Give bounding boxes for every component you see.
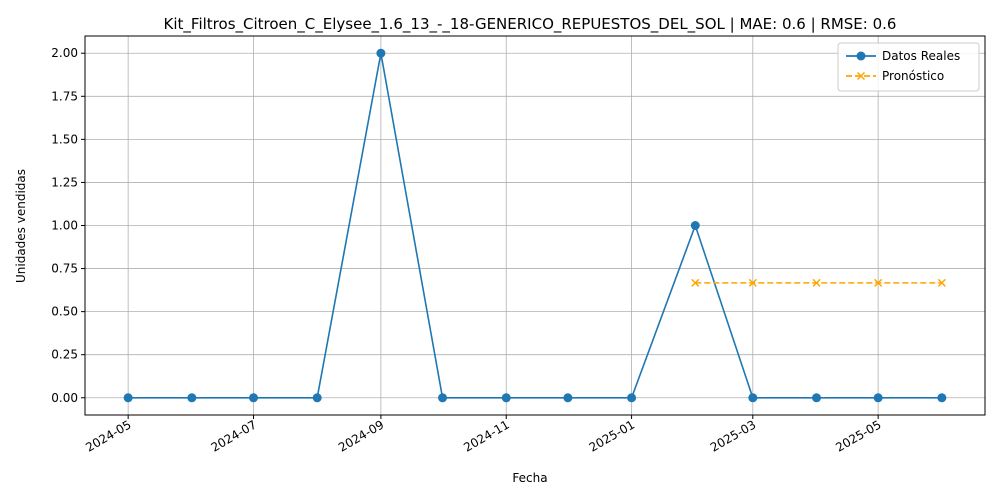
data-point <box>690 221 700 230</box>
x-tick-label: 2024-05 <box>83 417 133 454</box>
data-point <box>123 393 133 403</box>
data-point <box>627 393 637 403</box>
grid <box>85 36 985 415</box>
y-tick-label: 1.00 <box>51 219 78 233</box>
legend-label-reales: Datos Reales <box>882 49 960 63</box>
data-point <box>438 393 448 403</box>
x-tick-label: 2024-07 <box>209 417 259 454</box>
y-tick-label: 0.50 <box>51 305 78 319</box>
x-tick-label: 2025-01 <box>587 417 637 454</box>
y-tick-label: 1.25 <box>51 175 78 189</box>
x-tick-label: 2025-05 <box>833 417 883 454</box>
legend-marker-reales <box>856 51 866 61</box>
y-axis-label: Unidades vendidas <box>14 169 28 283</box>
data-point <box>376 48 386 58</box>
data-point <box>937 393 947 403</box>
forecast-point <box>748 278 757 287</box>
data-point <box>812 393 822 403</box>
x-tick-label: 2024-09 <box>336 417 386 454</box>
forecast-point <box>937 278 946 287</box>
forecast-point <box>874 278 883 287</box>
y-tick-label: 0.00 <box>51 391 78 405</box>
legend-frame <box>837 42 980 92</box>
data-point <box>563 393 573 403</box>
forecast-point <box>812 278 821 287</box>
y-tick-label: 0.75 <box>51 262 78 276</box>
data-point <box>312 393 322 403</box>
legend: Datos Reales Pronóstico <box>837 42 980 92</box>
x-axis-label: Fecha <box>512 471 547 485</box>
legend-label-pronostico: Pronóstico <box>882 69 944 83</box>
data-point <box>501 393 511 403</box>
data-point <box>873 393 883 403</box>
y-tick-label: 0.25 <box>51 348 78 362</box>
data-point <box>187 393 197 403</box>
y-tick-label: 1.50 <box>51 132 78 146</box>
y-tick-label: 1.75 <box>51 89 78 103</box>
forecast-point <box>691 278 700 287</box>
data-point <box>248 393 258 403</box>
legend-marker-pronostico <box>856 71 866 81</box>
chart-title: Kit_Filtros_Citroen_C_Elysee_1.6_13_-_18… <box>164 15 897 34</box>
y-tick-label: 2.00 <box>51 46 78 60</box>
series-line-0 <box>128 53 942 399</box>
x-tick-label: 2024-11 <box>461 417 511 454</box>
series-group <box>123 48 947 403</box>
x-axis: 2024-05 2024-07 2024-09 2024-11 2025-01 2025-… <box>83 415 884 455</box>
y-axis: 0.00 0.25 0.50 0.75 1.00 1.25 1.50 1.75 2.00 <box>51 46 85 405</box>
data-point <box>748 393 758 403</box>
x-tick-label: 2025-03 <box>708 417 758 454</box>
